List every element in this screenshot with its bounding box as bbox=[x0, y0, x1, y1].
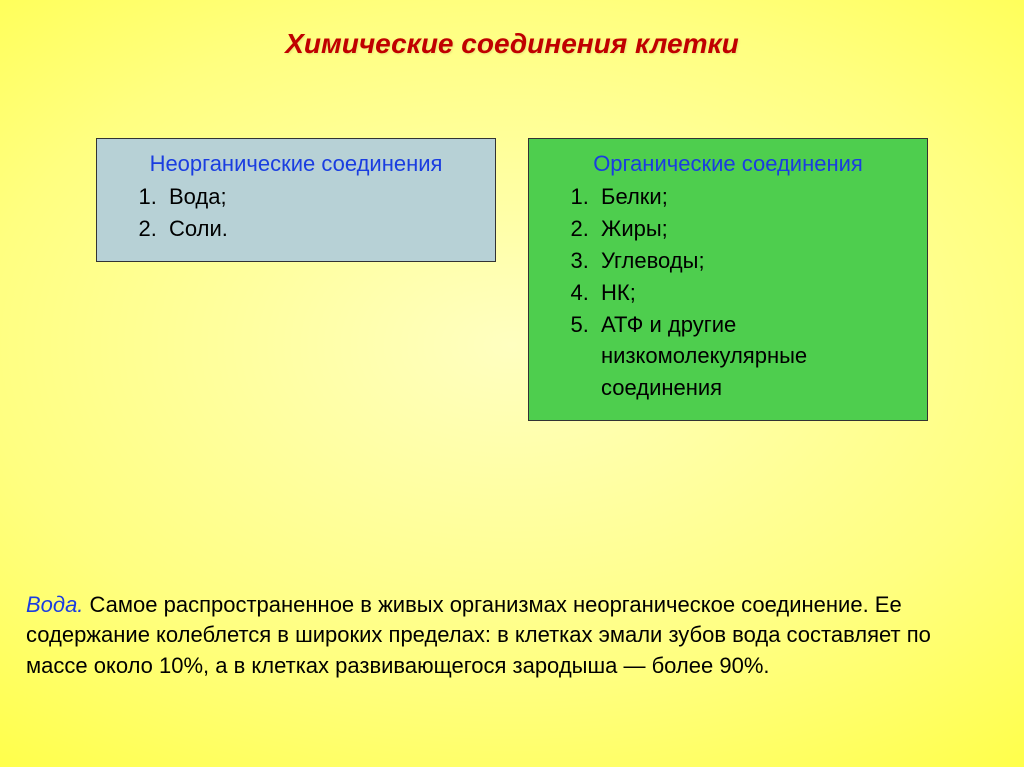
list-item: АТФ и другие низкомолекулярные соединени… bbox=[595, 309, 913, 405]
left-box-list: Вода; Соли. bbox=[111, 181, 481, 245]
left-box: Неорганические соединения Вода; Соли. bbox=[96, 138, 496, 262]
list-item: Вода; bbox=[163, 181, 481, 213]
bottom-lead: Вода. bbox=[26, 592, 83, 617]
bottom-paragraph: Вода. Самое распространенное в живых орг… bbox=[26, 590, 984, 681]
list-item: Соли. bbox=[163, 213, 481, 245]
right-box-heading: Органические соединения bbox=[543, 151, 913, 177]
list-item: Углеводы; bbox=[595, 245, 913, 277]
list-item: Белки; bbox=[595, 181, 913, 213]
left-box-heading: Неорганические соединения bbox=[111, 151, 481, 177]
list-item: НК; bbox=[595, 277, 913, 309]
boxes-container: Неорганические соединения Вода; Соли. Ор… bbox=[0, 138, 1024, 421]
right-box: Органические соединения Белки; Жиры; Угл… bbox=[528, 138, 928, 421]
list-item: Жиры; bbox=[595, 213, 913, 245]
bottom-rest: Самое распространенное в живых организма… bbox=[26, 592, 931, 678]
right-box-list: Белки; Жиры; Углеводы; НК; АТФ и другие … bbox=[543, 181, 913, 404]
page-title: Химические соединения клетки bbox=[0, 0, 1024, 60]
